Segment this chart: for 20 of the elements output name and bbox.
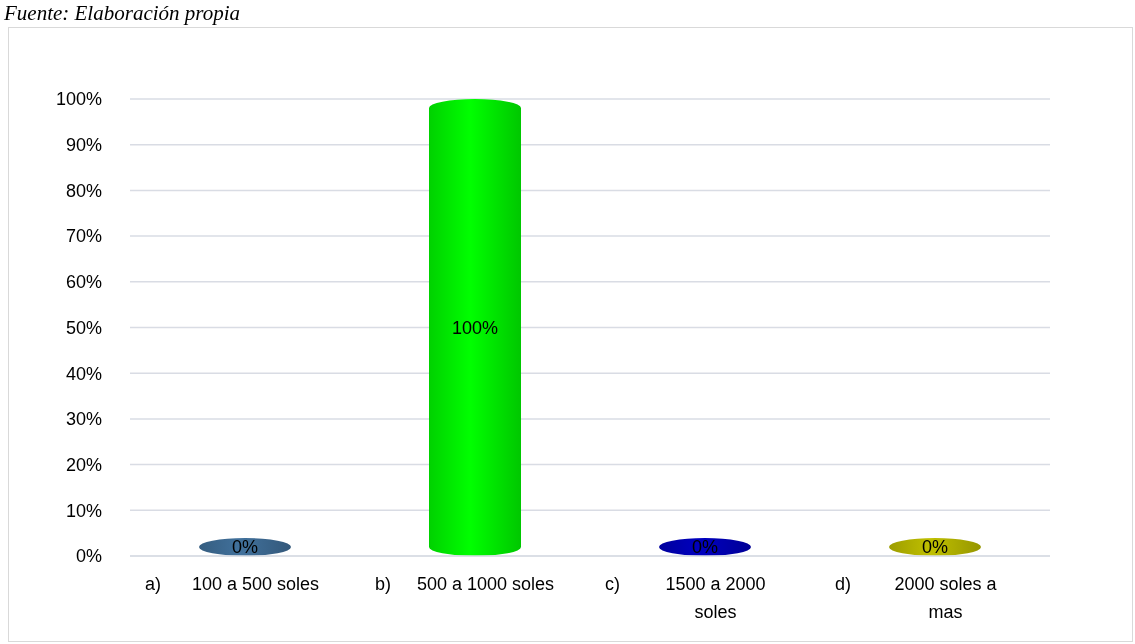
y-tick-label: 80% xyxy=(65,180,102,201)
y-tick-label: 100% xyxy=(55,89,102,110)
category-label: c) 1500 a 2000 soles xyxy=(605,574,766,622)
category-label: d) 2000 soles a mas xyxy=(835,574,997,622)
data-label: 0% xyxy=(921,537,949,557)
data-label: 100% xyxy=(451,317,499,338)
y-tick-label: 40% xyxy=(65,363,102,384)
y-tick-label: 50% xyxy=(65,317,102,338)
y-tick-label: 90% xyxy=(65,135,102,156)
category-label: a) 100 a 500 soles xyxy=(145,574,320,594)
y-tick-label: 20% xyxy=(65,454,102,475)
y-tick-label: 0% xyxy=(75,546,102,567)
y-tick-label: 30% xyxy=(65,409,102,430)
source-note: Fuente: Elaboración propia xyxy=(4,1,241,25)
y-tick-label: 10% xyxy=(65,500,102,521)
data-label: 0% xyxy=(691,537,719,557)
category-label: b) 500 a 1000 soles xyxy=(375,574,555,594)
y-tick-label: 70% xyxy=(65,226,102,247)
y-tick-label: 60% xyxy=(65,272,102,293)
data-label: 0% xyxy=(231,537,259,557)
